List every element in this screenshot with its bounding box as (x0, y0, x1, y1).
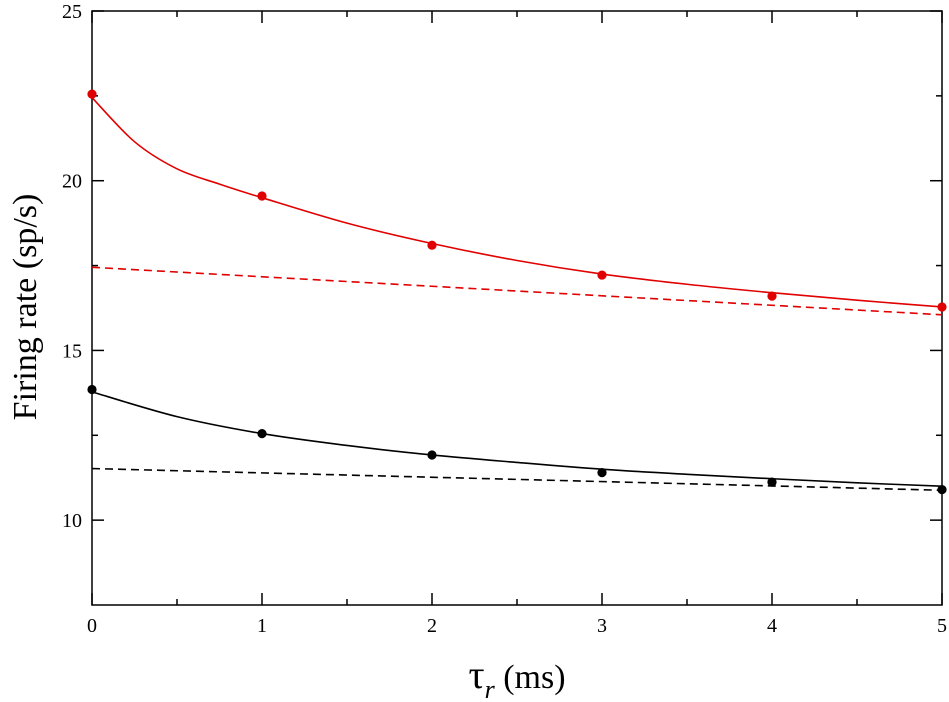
x-tick-labels: 0 1 2 3 4 5 (87, 615, 947, 637)
x-tick-label: 1 (257, 615, 267, 637)
red-solid-line (91, 96, 943, 308)
x-tick-label: 0 (87, 615, 97, 637)
red-dashed-line (91, 266, 943, 316)
y-tick-label: 25 (62, 1, 82, 23)
series-layer (87, 89, 947, 495)
x-tick-label: 3 (597, 615, 607, 637)
x-tick-label: 5 (937, 615, 947, 637)
y-tick-label: 15 (62, 340, 82, 362)
black-data-point (597, 468, 607, 478)
plot-axes (91, 10, 943, 606)
x-tick-label: 2 (427, 615, 437, 637)
red-data-point (767, 291, 777, 301)
x-axis-title: τr (ms) (468, 652, 565, 702)
red-data-point (597, 270, 607, 280)
red-data-point (87, 89, 97, 99)
x-tick-label: 4 (767, 615, 777, 637)
red-data-points (87, 89, 947, 312)
plot-frame (91, 10, 943, 606)
black-data-point (767, 477, 777, 487)
black-data-points (87, 384, 947, 495)
y-tick-labels: 10 15 20 25 (62, 1, 82, 532)
black-solid-line (91, 391, 943, 487)
y-tick-label: 10 (62, 510, 82, 532)
y-tick-label: 20 (62, 171, 82, 193)
black-dashed-line (91, 467, 943, 492)
y-axis-title: Firing rate (sp/s) (7, 194, 44, 421)
